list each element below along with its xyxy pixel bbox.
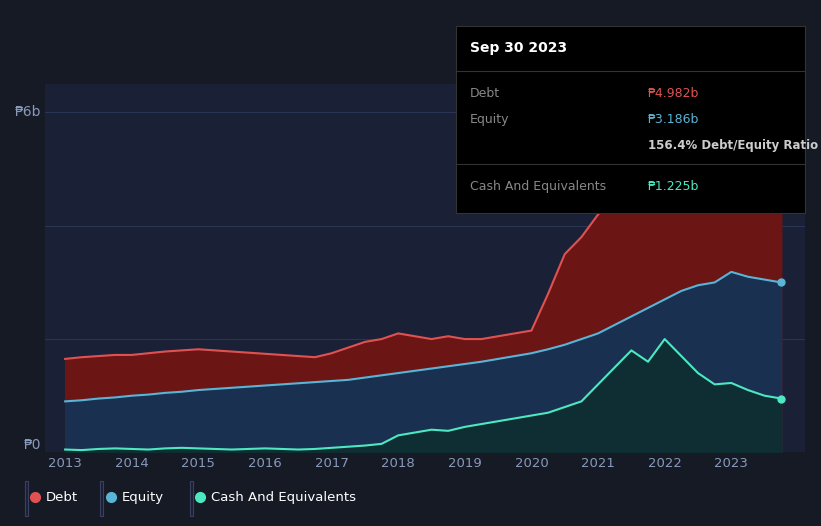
FancyBboxPatch shape xyxy=(25,481,28,515)
Text: Cash And Equivalents: Cash And Equivalents xyxy=(211,491,356,503)
Text: Equity: Equity xyxy=(122,491,163,503)
Text: ₱0: ₱0 xyxy=(24,438,41,452)
FancyBboxPatch shape xyxy=(190,481,193,515)
Text: 156.4% Debt/Equity Ratio: 156.4% Debt/Equity Ratio xyxy=(648,139,818,153)
Text: Cash And Equivalents: Cash And Equivalents xyxy=(470,180,606,194)
Text: ₱3.186b: ₱3.186b xyxy=(648,113,699,126)
Text: Debt: Debt xyxy=(46,491,78,503)
Text: Sep 30 2023: Sep 30 2023 xyxy=(470,41,566,55)
Text: ₱1.225b: ₱1.225b xyxy=(648,180,699,194)
FancyBboxPatch shape xyxy=(100,481,103,515)
Text: ₱6b: ₱6b xyxy=(15,106,41,119)
Text: ₱4.982b: ₱4.982b xyxy=(648,87,699,100)
Text: Debt: Debt xyxy=(470,87,500,100)
Text: Equity: Equity xyxy=(470,113,509,126)
